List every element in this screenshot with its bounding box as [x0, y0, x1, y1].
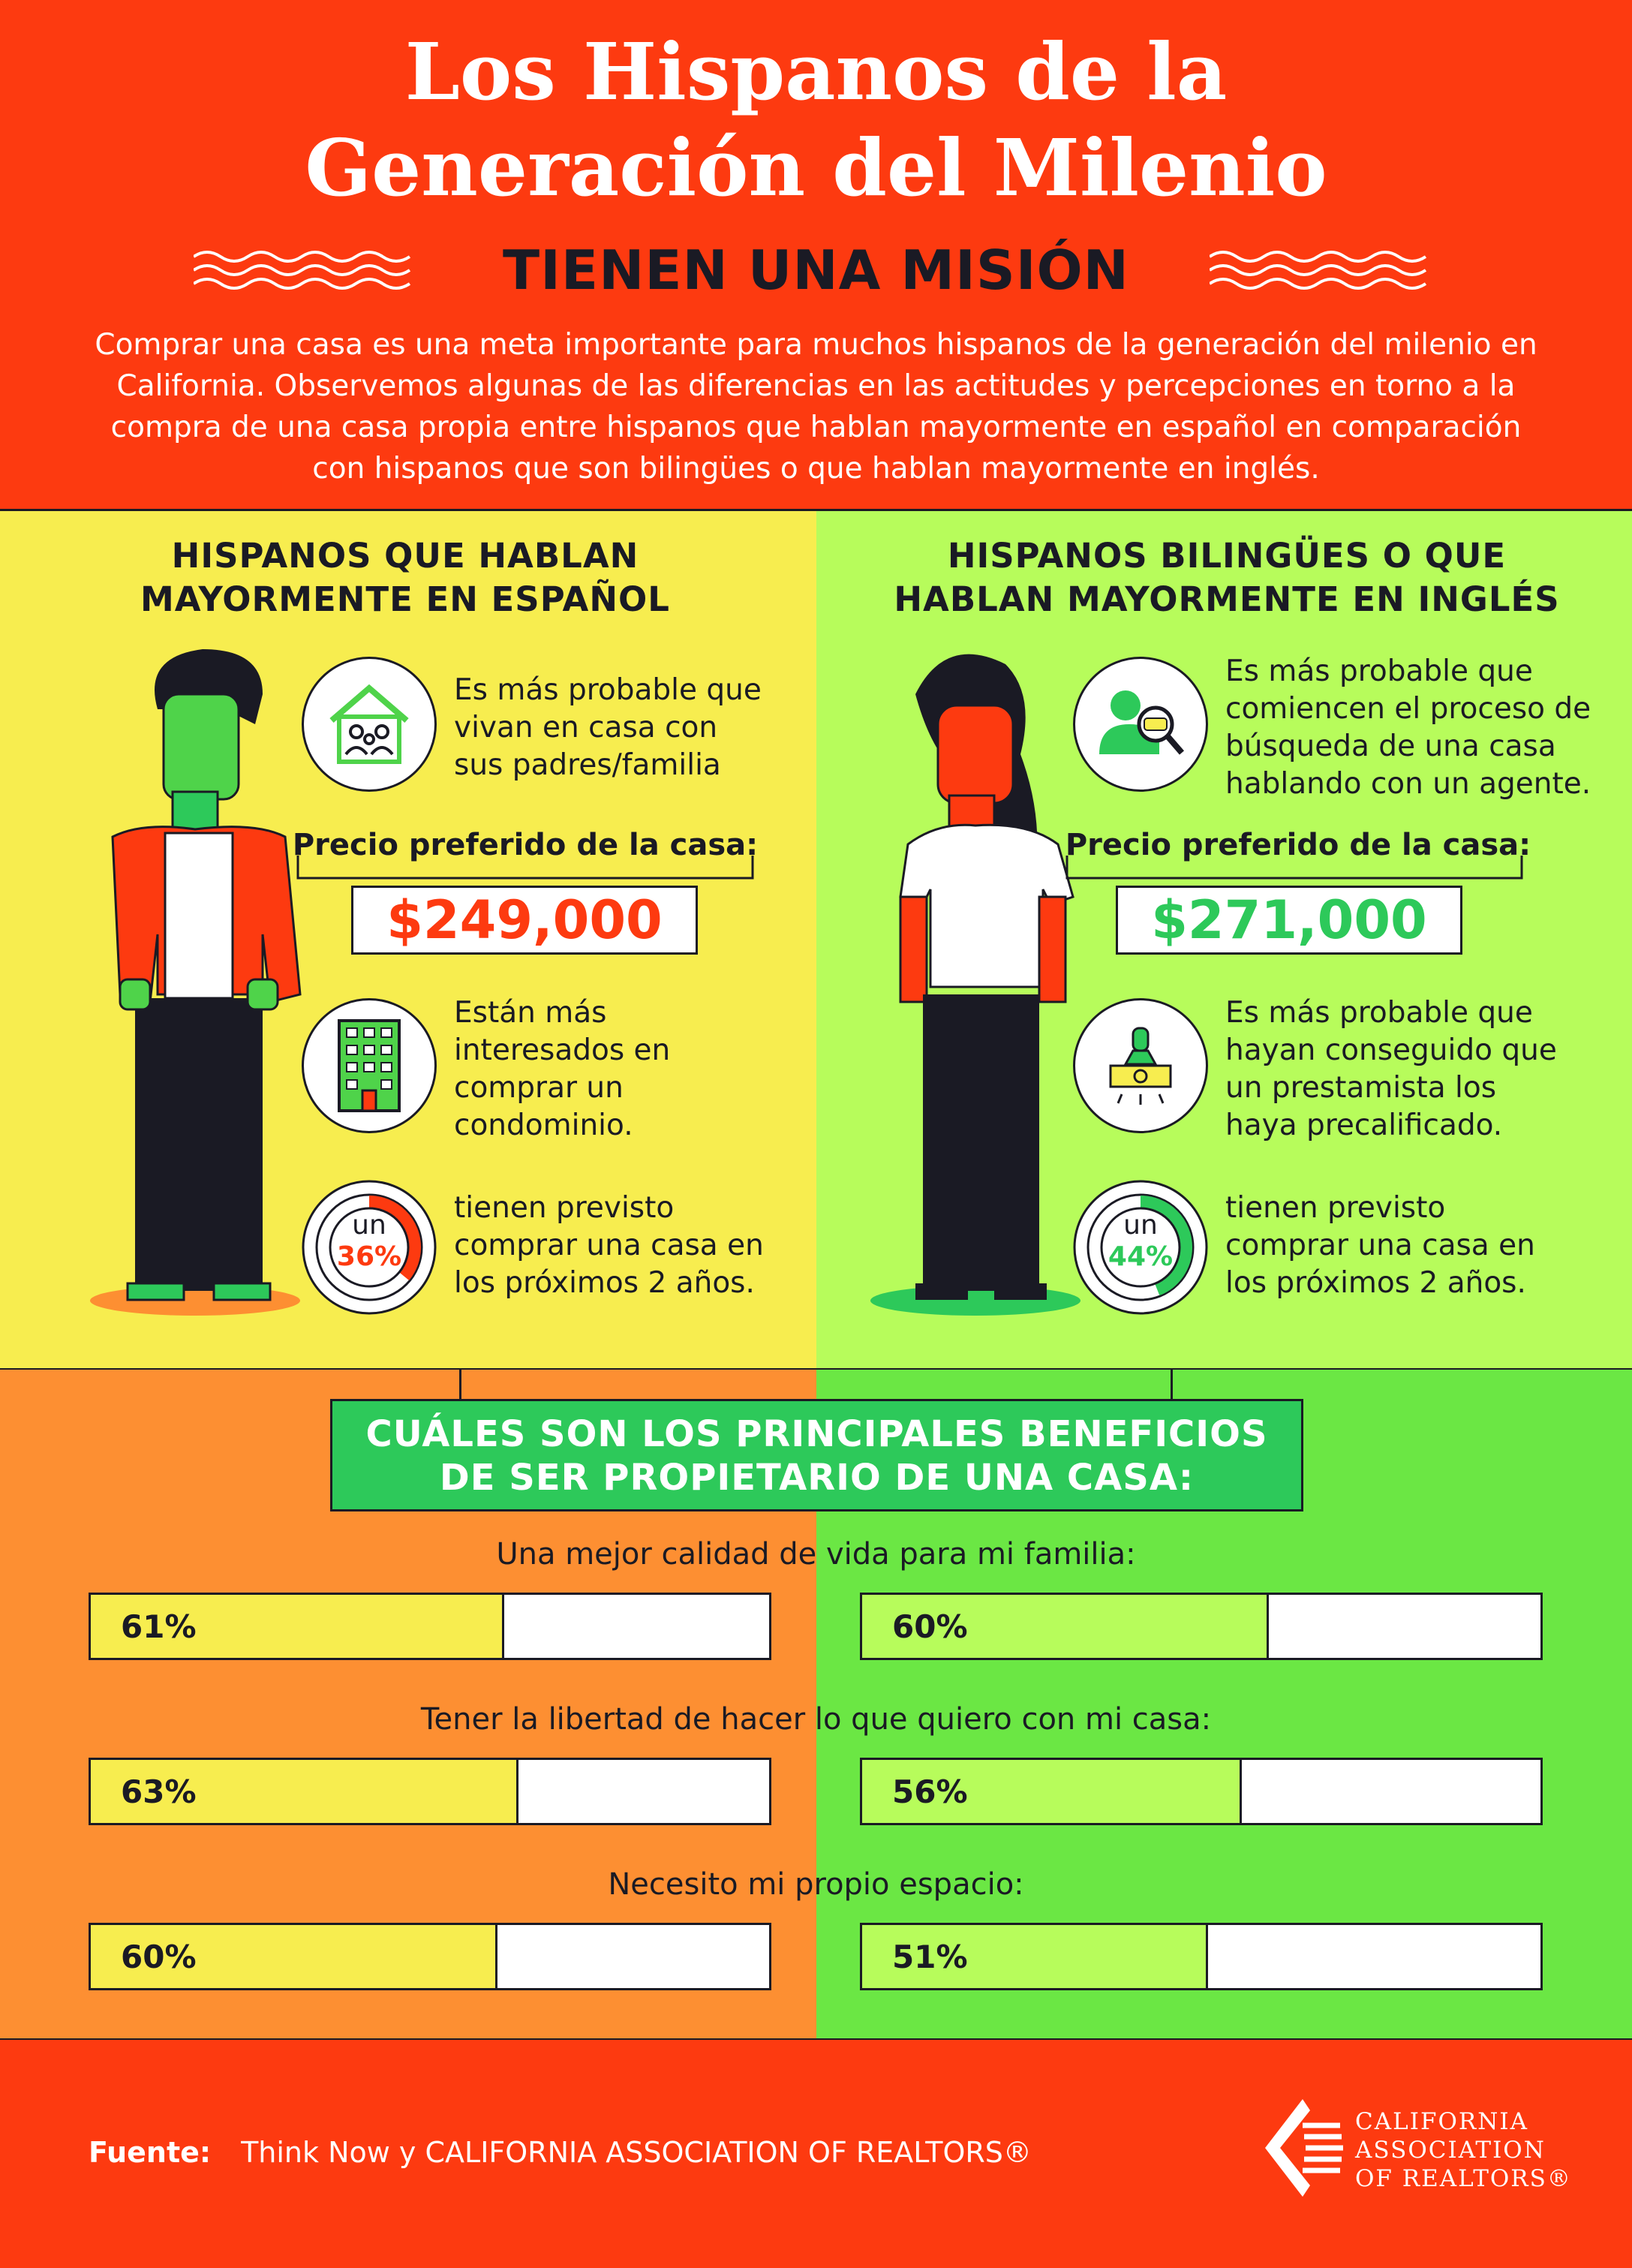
- source-label: Fuente:: [89, 2136, 212, 2169]
- logo-line: OF REALTORS®: [1355, 2165, 1572, 2192]
- man-illustration: [90, 649, 302, 1316]
- connector-line: [459, 1370, 461, 1400]
- benefits-title: CUÁLES SON LOS PRINCIPALES BENEFICIOS DE…: [330, 1412, 1303, 1499]
- donut-percentage: 44%: [1108, 1241, 1174, 1272]
- fact-line: comprar una casa en: [454, 1229, 764, 1262]
- spanish-price-label: Precio preferido de la casa:: [292, 828, 759, 862]
- wave-decoration-right-icon: [1210, 251, 1427, 290]
- fact-line: búsqueda de una casa: [1225, 729, 1556, 763]
- fact-line: Es más probable que: [1225, 654, 1533, 688]
- donut-arc: [1089, 1196, 1192, 1299]
- fact-line: comprar un: [454, 1071, 624, 1105]
- donut-arc: [317, 1196, 421, 1299]
- benefits-title-box: [330, 1399, 1303, 1511]
- spanish-fact-condominium: Están más interesados en comprar un cond…: [454, 994, 670, 1145]
- fact-line: comiencen el proceso de: [1225, 692, 1591, 726]
- benefit-bar-bilingual: 51%: [860, 1923, 1543, 1990]
- car-logo-icon: [1265, 2099, 1343, 2197]
- spanish-fact-living-with-family: Es más probable que vivan en casa con su…: [454, 672, 762, 784]
- bar-value: 63%: [121, 1773, 197, 1810]
- bar-value: 60%: [121, 1939, 197, 1975]
- fact-line: tienen previsto: [454, 1191, 675, 1225]
- bilingual-title-line-1: HISPANOS BILINGÜES O QUE: [947, 536, 1507, 576]
- donut-percentage: 36%: [336, 1241, 402, 1272]
- source-text: Think Now y CALIFORNIA ASSOCIATION OF RE…: [241, 2136, 1032, 2169]
- source-citation: Fuente: Think Now y CALIFORNIA ASSOCIATIO…: [89, 2136, 1032, 2169]
- benefit-bar-spanish: 63%: [89, 1758, 771, 1825]
- bar-fill: [862, 1925, 1209, 1988]
- bar-value: 61%: [121, 1608, 197, 1645]
- footer: [0, 2040, 1632, 2268]
- title-line-1: Los Hispanos de la: [404, 26, 1228, 118]
- bilingual-title-line-2: HABLAN MAYORMENTE EN INGLÉS: [894, 579, 1560, 619]
- spanish-fact-buy-plan: tienen previsto comprar una casa en los …: [454, 1190, 764, 1302]
- bilingual-fact-agent: Es más probable que comiencen el proceso…: [1225, 653, 1591, 803]
- benefit-bar-bilingual: 56%: [860, 1758, 1543, 1825]
- page-subtitle: TIENEN UNA MISIÓN: [503, 239, 1129, 302]
- spanish-panel-title: HISPANOS QUE HABLAN MAYORMENTE EN ESPAÑO…: [30, 534, 780, 621]
- bilingual-donut-chart: un 44%: [1073, 1180, 1208, 1315]
- bilingual-fact-buy-plan: tienen previsto comprar una casa en los …: [1225, 1190, 1535, 1302]
- fact-line: sus padres/familia: [454, 748, 721, 782]
- donut-prefix: un: [1123, 1210, 1158, 1241]
- benefit-bar-bilingual: 60%: [860, 1593, 1543, 1660]
- fact-line: interesados en: [454, 1033, 671, 1067]
- bilingual-fact-prequalified: Es más probable que hayan conseguido que…: [1225, 994, 1557, 1145]
- benefit-question: Una mejor calidad de vida para mi famili…: [496, 1537, 1136, 1572]
- spanish-title-line-1: HISPANOS QUE HABLAN: [171, 536, 639, 576]
- fact-line: Es más probable que: [454, 673, 762, 707]
- agent-search-icon: [1073, 657, 1208, 792]
- benefit-question: Necesito mi propio espacio:: [608, 1867, 1024, 1902]
- price-bracket: [296, 856, 754, 880]
- page-title: Los Hispanos de la Generación del Mileni…: [0, 24, 1632, 216]
- fact-line: condominio.: [454, 1108, 633, 1142]
- intro-paragraph: Comprar una casa es una meta importante …: [95, 328, 1537, 486]
- divider: [0, 509, 1632, 511]
- donut-prefix: un: [352, 1210, 386, 1241]
- bilingual-price-value: $271,000: [1116, 886, 1462, 955]
- condo-building-icon: [302, 998, 437, 1133]
- bar-fill: [91, 1760, 518, 1823]
- bar-fill: [862, 1595, 1270, 1658]
- house-family-icon: [302, 657, 437, 792]
- fact-line: los próximos 2 años.: [454, 1266, 755, 1300]
- bar-fill: [862, 1760, 1243, 1823]
- bar-value: 51%: [892, 1939, 968, 1975]
- benefits-title-line-1: CUÁLES SON LOS PRINCIPALES BENEFICIOS: [365, 1413, 1268, 1455]
- connector-line: [1171, 1370, 1173, 1400]
- fact-line: haya precalificado.: [1225, 1108, 1503, 1142]
- bilingual-price-label: Precio preferido de la casa:: [1065, 828, 1531, 862]
- price-bracket: [1065, 856, 1523, 880]
- bar-fill: [91, 1595, 505, 1658]
- bar-fill: [91, 1925, 498, 1988]
- fact-line: tienen previsto: [1225, 1191, 1446, 1225]
- bar-value: 56%: [892, 1773, 968, 1810]
- fact-line: vivan en casa con: [454, 711, 718, 744]
- benefit-question: Tener la libertad de hacer lo que quiero…: [420, 1702, 1212, 1737]
- spanish-title-line-2: MAYORMENTE EN ESPAÑOL: [140, 579, 670, 619]
- logo-line: ASSOCIATION: [1355, 2137, 1546, 2164]
- divider: [0, 1368, 1632, 1370]
- car-logo-text: CALIFORNIA ASSOCIATION OF REALTORS®: [1355, 2107, 1572, 2193]
- woman-illustration: [870, 654, 1080, 1316]
- benefits-title-line-2: DE SER PROPIETARIO DE UNA CASA:: [439, 1457, 1195, 1499]
- spanish-price-value: $249,000: [351, 886, 698, 955]
- fact-line: Es más probable que: [1225, 996, 1533, 1030]
- bar-value: 60%: [892, 1608, 968, 1645]
- fact-line: Están más: [454, 996, 607, 1030]
- benefit-bar-spanish: 60%: [89, 1923, 771, 1990]
- benefit-bar-spanish: 61%: [89, 1593, 771, 1660]
- approval-stamp-icon: [1073, 998, 1208, 1133]
- divider: [0, 2038, 1632, 2041]
- title-line-2: Generación del Milenio: [305, 122, 1327, 214]
- bilingual-panel-title: HISPANOS BILINGÜES O QUE HABLAN MAYORMEN…: [833, 534, 1621, 621]
- fact-line: comprar una casa en: [1225, 1229, 1535, 1262]
- fact-line: los próximos 2 años.: [1225, 1266, 1526, 1300]
- fact-line: hayan conseguido que: [1225, 1033, 1557, 1067]
- spanish-donut-chart: un 36%: [302, 1180, 437, 1315]
- logo-line: CALIFORNIA: [1355, 2108, 1528, 2135]
- fact-line: hablando con un agente.: [1225, 767, 1591, 801]
- fact-line: un prestamista los: [1225, 1071, 1497, 1105]
- wave-decoration-left-icon: [194, 251, 411, 290]
